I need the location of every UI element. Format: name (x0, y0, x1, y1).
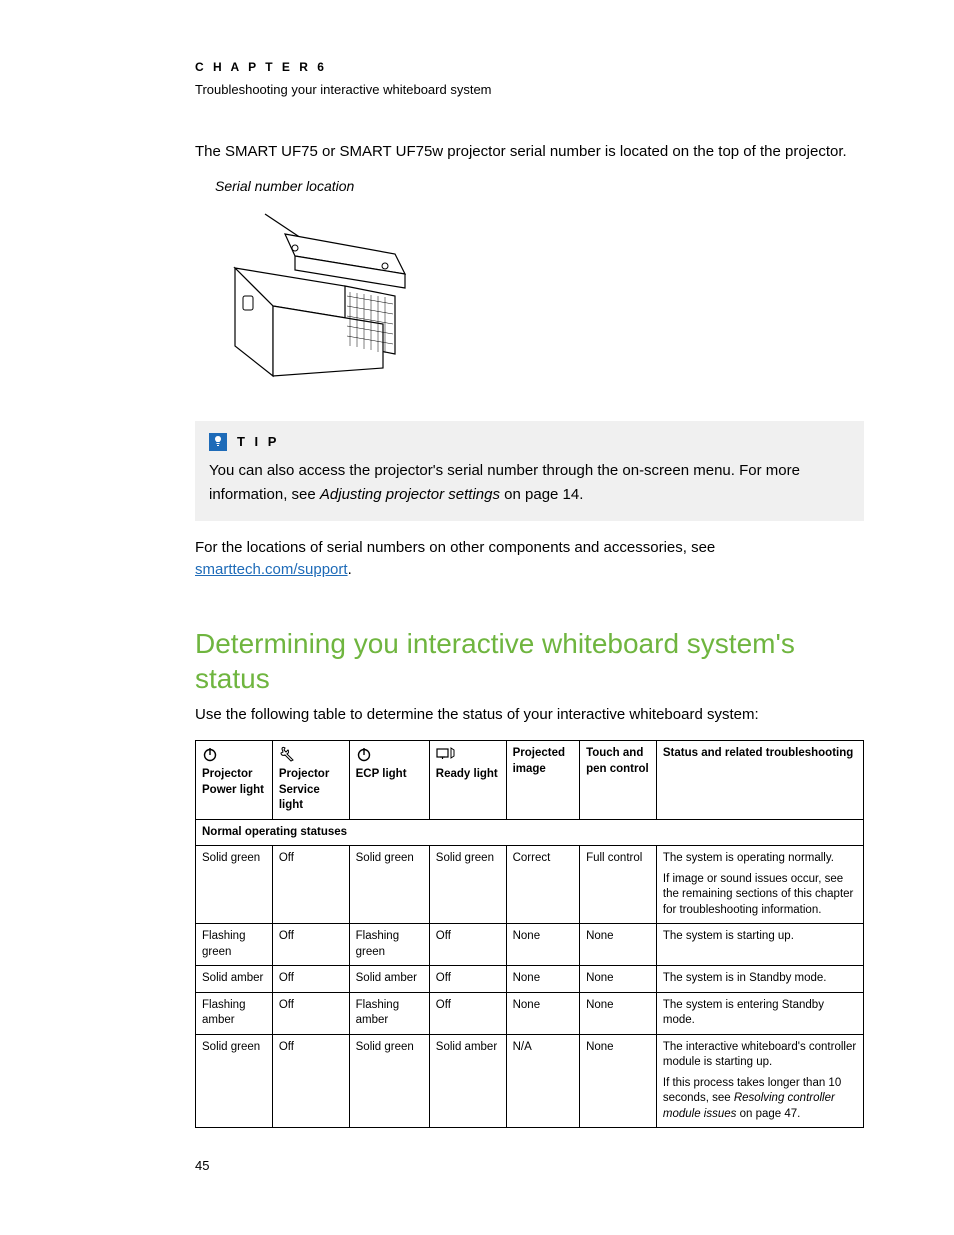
table-section-label: Normal operating statuses (196, 819, 864, 846)
th-ready-light-label: Ready light (436, 768, 498, 780)
table-cell: None (506, 924, 579, 966)
ready-icon (436, 746, 458, 762)
table-header-row: Projector Power light Projector Service … (196, 741, 864, 820)
th-touch-pen: Touch and pen control (580, 741, 657, 820)
table-row: Flashing amberOffFlashing amberOffNoneNo… (196, 992, 864, 1034)
status-cell: The interactive whiteboard's controller … (656, 1034, 863, 1128)
table-cell: Off (272, 966, 349, 993)
table-cell: Flashing green (349, 924, 429, 966)
table-cell: Solid amber (429, 1034, 506, 1128)
table-cell: Solid green (349, 846, 429, 924)
table-cell: Off (429, 924, 506, 966)
power-icon (356, 746, 372, 762)
table-cell: Solid green (349, 1034, 429, 1128)
th-projected-image: Projected image (506, 741, 579, 820)
table-cell: None (580, 992, 657, 1034)
th-ecp-light-label: ECP light (356, 768, 407, 780)
projector-illustration (195, 196, 425, 396)
wrench-icon (279, 746, 297, 762)
table-cell: None (580, 924, 657, 966)
status-cell: The system is operating normally.If imag… (656, 846, 863, 924)
chapter-label: C H A P T E R 6 (195, 60, 864, 74)
th-ready-light: Ready light (429, 741, 506, 820)
section-heading: Determining you interactive whiteboard s… (195, 626, 864, 696)
tip-text-after: on page 14. (500, 486, 583, 503)
table-cell: Solid amber (349, 966, 429, 993)
table-row: Solid greenOffSolid greenSolid greenCorr… (196, 846, 864, 924)
table-cell: None (580, 966, 657, 993)
table-cell: None (580, 1034, 657, 1128)
table-cell: Off (429, 966, 506, 993)
th-ecp-light: ECP light (349, 741, 429, 820)
table-cell: Flashing amber (196, 992, 273, 1034)
table-cell: Off (272, 924, 349, 966)
page-number: 45 (195, 1158, 209, 1173)
table-cell: Off (272, 992, 349, 1034)
table-section-row: Normal operating statuses (196, 819, 864, 846)
th-status: Status and related troubleshooting (656, 741, 863, 820)
chapter-subtitle: Troubleshooting your interactive whitebo… (195, 82, 864, 97)
power-icon (202, 746, 218, 762)
th-service-light: Projector Service light (272, 741, 349, 820)
table-cell: Off (429, 992, 506, 1034)
table-cell: Flashing green (196, 924, 273, 966)
diagram-label: Serial number location (215, 178, 864, 194)
locations-text: For the locations of serial numbers on o… (195, 537, 864, 582)
tip-label: T I P (237, 434, 279, 449)
tip-callout: T I P You can also access the projector'… (195, 421, 864, 521)
th-power-light: Projector Power light (196, 741, 273, 820)
table-cell: None (506, 992, 579, 1034)
locations-before: For the locations of serial numbers on o… (195, 539, 715, 556)
table-cell: Off (272, 1034, 349, 1128)
table-cell: Solid amber (196, 966, 273, 993)
th-power-light-label: Projector Power light (202, 768, 264, 796)
serial-number-diagram: Serial number location (195, 178, 864, 401)
th-service-light-label: Projector Service light (279, 768, 330, 811)
table-cell: Flashing amber (349, 992, 429, 1034)
intro-text: The SMART UF75 or SMART UF75w projector … (195, 141, 864, 164)
table-row: Solid amberOffSolid amberOffNoneNoneThe … (196, 966, 864, 993)
table-row: Flashing greenOffFlashing greenOffNoneNo… (196, 924, 864, 966)
status-cell: The system is entering Standby mode. (656, 992, 863, 1034)
tip-text: You can also access the projector's seri… (209, 459, 850, 507)
support-link[interactable]: smarttech.com/support (195, 561, 348, 578)
section-intro: Use the following table to determine the… (195, 704, 864, 727)
table-cell: Full control (580, 846, 657, 924)
table-row: Solid greenOffSolid greenSolid amberN/AN… (196, 1034, 864, 1128)
status-cell: The system is starting up. (656, 924, 863, 966)
table-cell: Correct (506, 846, 579, 924)
table-cell: Off (272, 846, 349, 924)
table-cell: Solid green (196, 846, 273, 924)
tip-icon (209, 433, 227, 451)
status-table: Projector Power light Projector Service … (195, 740, 864, 1128)
table-cell: N/A (506, 1034, 579, 1128)
locations-after: . (348, 561, 352, 578)
status-cell: The system is in Standby mode. (656, 966, 863, 993)
table-cell: Solid green (429, 846, 506, 924)
table-cell: Solid green (196, 1034, 273, 1128)
tip-text-italic: Adjusting projector settings (320, 486, 500, 503)
table-cell: None (506, 966, 579, 993)
